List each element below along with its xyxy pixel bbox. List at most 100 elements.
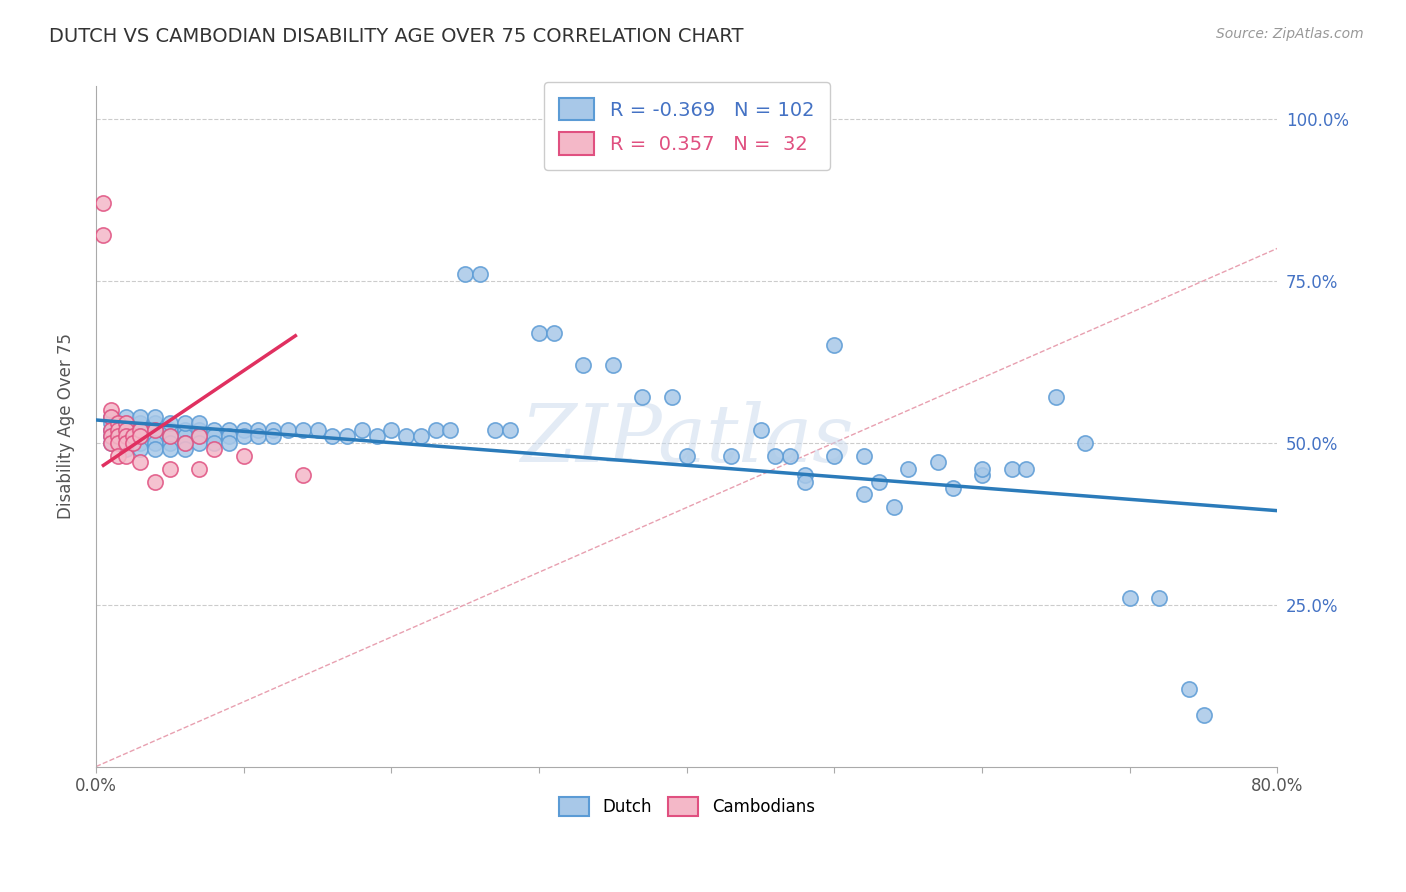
Point (202, 429, 225, 443)
Point (129, 423, 152, 437)
Point (100, 429, 122, 443)
Point (247, 429, 270, 443)
Point (218, 429, 240, 443)
Point (793, 468, 815, 483)
Point (173, 423, 195, 437)
Point (143, 429, 166, 443)
Point (188, 461, 211, 475)
Point (823, 449, 845, 463)
Point (942, 481, 965, 495)
Point (129, 429, 152, 443)
Point (291, 423, 314, 437)
Point (484, 423, 506, 437)
Point (232, 423, 254, 437)
Point (218, 423, 240, 437)
Point (143, 423, 166, 437)
Point (793, 475, 815, 489)
Point (114, 416, 136, 430)
Point (129, 416, 152, 430)
Point (631, 390, 654, 404)
Point (972, 461, 994, 475)
Point (763, 449, 786, 463)
Point (262, 423, 284, 437)
Point (173, 435, 195, 450)
Point (129, 429, 152, 443)
Point (572, 358, 595, 372)
Point (823, 338, 845, 352)
Point (100, 435, 122, 450)
Point (1149, 591, 1171, 606)
Point (218, 435, 240, 450)
Point (927, 455, 949, 469)
Point (897, 461, 920, 475)
Point (114, 442, 136, 457)
Point (173, 435, 195, 450)
Point (122, 429, 145, 443)
Point (100, 409, 122, 424)
Point (114, 449, 136, 463)
Point (100, 409, 122, 424)
Point (114, 409, 136, 424)
Point (852, 449, 875, 463)
Text: ZIPatlas: ZIPatlas (520, 401, 853, 479)
Point (277, 423, 299, 437)
Point (100, 429, 122, 443)
Text: Source: ZipAtlas.com: Source: ZipAtlas.com (1216, 27, 1364, 41)
Point (129, 435, 152, 450)
Point (93, 228, 115, 243)
Point (107, 449, 129, 463)
Point (143, 435, 166, 450)
Point (143, 416, 166, 430)
Point (852, 487, 875, 501)
Point (527, 326, 550, 340)
Point (868, 475, 890, 489)
Point (602, 358, 624, 372)
Point (100, 423, 122, 437)
Point (114, 435, 136, 450)
Point (468, 267, 491, 281)
Point (100, 416, 122, 430)
Point (100, 403, 122, 417)
Point (202, 442, 225, 457)
Point (1045, 390, 1067, 404)
Point (159, 435, 181, 450)
Point (173, 416, 195, 430)
Point (882, 500, 904, 515)
Point (1119, 591, 1142, 606)
Point (409, 429, 432, 443)
Y-axis label: Disability Age Over 75: Disability Age Over 75 (58, 334, 75, 519)
Point (395, 429, 418, 443)
Point (247, 423, 270, 437)
Point (114, 435, 136, 450)
Point (1178, 681, 1201, 696)
Point (114, 416, 136, 430)
Point (336, 429, 359, 443)
Point (675, 449, 697, 463)
Point (720, 449, 742, 463)
Point (114, 435, 136, 450)
Point (159, 429, 181, 443)
Point (366, 429, 388, 443)
Point (114, 429, 136, 443)
Point (972, 468, 994, 483)
Point (129, 429, 152, 443)
Point (143, 442, 166, 457)
Point (188, 429, 211, 443)
Point (143, 475, 166, 489)
Point (543, 326, 565, 340)
Point (93, 196, 115, 211)
Point (188, 429, 211, 443)
Point (143, 409, 166, 424)
Point (307, 423, 329, 437)
Point (159, 416, 181, 430)
Point (380, 423, 402, 437)
Point (159, 429, 181, 443)
Point (129, 423, 152, 437)
Point (114, 423, 136, 437)
Point (114, 423, 136, 437)
Point (107, 423, 129, 437)
Point (1074, 435, 1097, 450)
Legend: Dutch, Cambodians: Dutch, Cambodians (553, 790, 821, 822)
Point (100, 423, 122, 437)
Point (122, 435, 145, 450)
